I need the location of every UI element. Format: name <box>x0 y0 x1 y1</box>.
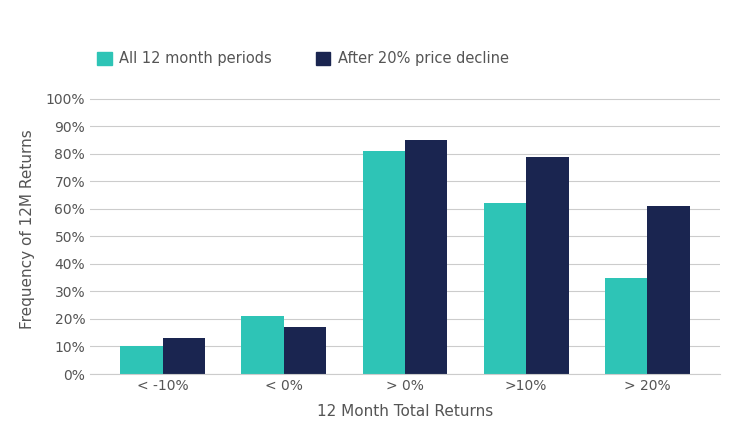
Bar <box>120 346 163 374</box>
Bar <box>284 327 326 374</box>
Y-axis label: Frequency of 12M Returns: Frequency of 12M Returns <box>20 130 34 329</box>
Bar <box>242 316 284 374</box>
Bar <box>526 156 568 374</box>
Legend: All 12 month periods, After 20% price decline: All 12 month periods, After 20% price de… <box>98 51 509 66</box>
Bar <box>163 338 205 374</box>
Bar <box>484 203 526 374</box>
Bar <box>362 151 405 374</box>
Bar <box>647 206 690 374</box>
X-axis label: 12 Month Total Returns: 12 Month Total Returns <box>316 404 494 419</box>
Bar <box>605 278 647 374</box>
Bar <box>405 140 448 374</box>
